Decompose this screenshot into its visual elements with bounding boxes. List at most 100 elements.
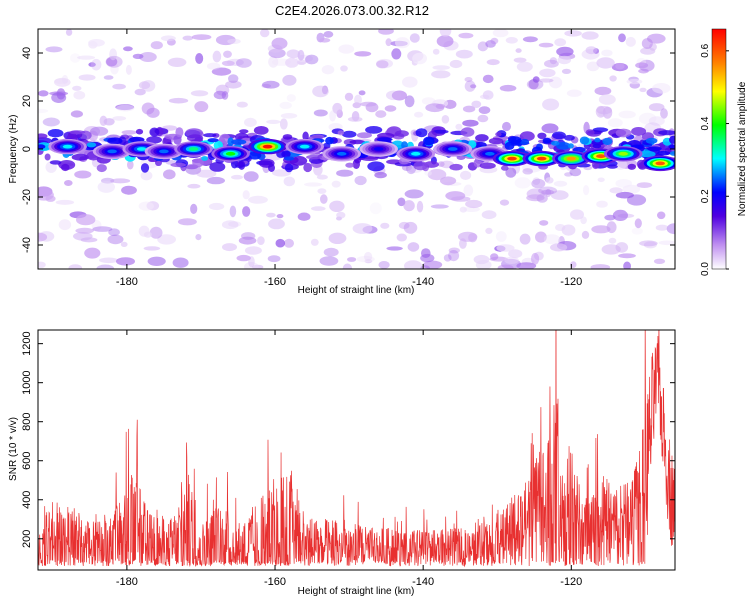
spectrogram-cell [112, 83, 126, 90]
spectrogram-cell [477, 114, 489, 123]
snr-x-tick-label: -160 [264, 576, 286, 588]
spectrogram-cell [80, 237, 98, 243]
spectrogram-cell [312, 85, 329, 98]
snr-plot: -180 -160 -140 -120 200 400 600 800 1000 1200 He… [8, 329, 676, 597]
spectrogram-cell [449, 59, 463, 69]
spectrogram-cell [196, 169, 217, 178]
spectrogram-cell [594, 86, 612, 96]
spectrogram-cell [640, 47, 656, 55]
spectrogram-cell [70, 110, 83, 118]
spectrogram-cell [244, 117, 257, 127]
spectrogram-cell [542, 98, 560, 111]
spectrogram-cell [260, 29, 270, 38]
spectrogram-cell [323, 31, 334, 38]
spectrogram-cell [609, 187, 623, 194]
spectrogram-cell [432, 48, 440, 55]
spectrogram-cell [238, 160, 246, 170]
spectrogram-cell [177, 218, 197, 226]
spectrogram-plot: -180 -160 -140 -120 -40 -20 0 20 40 Height of s… [8, 28, 676, 296]
colorbar: 0.0 0.2 0.4 0.6 Normalized spectral amplitu… [700, 28, 748, 276]
spectrogram-cell [103, 75, 114, 80]
spectrogram-cell [107, 234, 124, 245]
spectrogram-hotspot [336, 151, 347, 156]
spectrogram-cell [378, 261, 390, 269]
spectrogram-cell [666, 223, 675, 235]
spectrogram-cell [455, 49, 473, 59]
spectrogram-cell [638, 112, 657, 125]
spectrogram-cell [140, 170, 153, 181]
spectrogram-cell [535, 231, 547, 243]
spectrogram-cell [669, 151, 675, 156]
snr-x-axis-label: Height of straight line (km) [298, 586, 415, 597]
colorbar-tick-label: 0.2 [700, 189, 711, 203]
spectrogram-cell [110, 178, 131, 184]
spectrogram-cell [485, 227, 493, 234]
spectrogram-cell [268, 56, 279, 68]
spectrogram-cell [539, 220, 549, 226]
spectrogram-cell [306, 154, 323, 160]
spectrogram-cell [54, 77, 71, 87]
spectrogram-cell [462, 105, 476, 113]
snr-y-axis-label: SNR (10 * v/v) [8, 417, 19, 481]
spectrogram-cell [542, 137, 552, 144]
spectrogram-cell [549, 57, 558, 65]
spectrogram-cell [430, 204, 449, 209]
spectrogram-cell [394, 130, 409, 137]
spectrogram-cell [211, 67, 232, 76]
spectrogram-hotspot [485, 151, 495, 156]
spectrogram-cell [414, 111, 424, 118]
spectrogram-cell [391, 48, 402, 60]
spectrogram-cell [97, 181, 116, 193]
spectrogram-cell [42, 117, 60, 127]
spectrogram-cell [508, 136, 522, 145]
spectrogram-cell [96, 264, 115, 269]
spectrogram-cell [61, 74, 69, 85]
figure-title: C2E4.2026.073.00.32.R12 [275, 3, 429, 18]
spectrogram-cell [38, 261, 46, 268]
spectrogram-cell [462, 119, 479, 127]
spectrogram-cell [378, 29, 394, 35]
spectrogram-cell [505, 167, 517, 178]
spectrogram-cell [241, 232, 256, 240]
spectrogram-cell [496, 244, 515, 252]
spectrogram-hotspot [299, 144, 310, 149]
spectrogram-cell [91, 58, 102, 71]
spectrogram-cell [213, 90, 227, 100]
snr-series-line [38, 330, 675, 568]
spectrogram-cell [479, 162, 496, 169]
spectrogram-cell [354, 94, 362, 106]
spectrogram-cell [45, 46, 63, 53]
spectrogram-cell [631, 126, 647, 136]
spectrogram-y-axis-label: Frequency (Hz) [8, 115, 19, 184]
spectrogram-cell [365, 125, 383, 134]
spectrogram-cell [55, 199, 75, 205]
spectrogram-cell [634, 218, 642, 229]
spectrogram-cell [551, 140, 560, 146]
spectrogram-cell [585, 129, 595, 136]
spectrogram-cell [206, 62, 221, 70]
spectrogram-cell [669, 135, 675, 144]
spectrogram-cell [615, 128, 632, 138]
snr-y-tick-label: 200 [21, 530, 33, 548]
spectrogram-cell [168, 97, 189, 104]
spectrogram-cell [544, 59, 559, 68]
spectrogram-cell [140, 163, 150, 173]
spectrogram-cell [508, 249, 523, 259]
spectrogram-hotspot [107, 149, 117, 154]
spectrogram-cell [579, 136, 590, 145]
spectrogram-cell [138, 81, 151, 90]
spectrogram-cell [566, 89, 582, 97]
spectrogram-cell [192, 158, 204, 168]
spectrogram-cell [482, 74, 494, 84]
spectrogram-cell [143, 246, 161, 251]
spectrogram-cell [585, 46, 597, 55]
spectrogram-cell [532, 177, 541, 185]
spectrogram-cell [138, 201, 154, 211]
spectrogram-cell [482, 90, 494, 100]
spectrogram-cell [356, 132, 372, 139]
spectrogram-cell [354, 175, 367, 186]
spectrogram-cell [203, 133, 217, 138]
spectrogram-hotspot [188, 147, 199, 151]
spectrogram-cell [471, 100, 482, 109]
spectrogram-cell [236, 58, 252, 68]
